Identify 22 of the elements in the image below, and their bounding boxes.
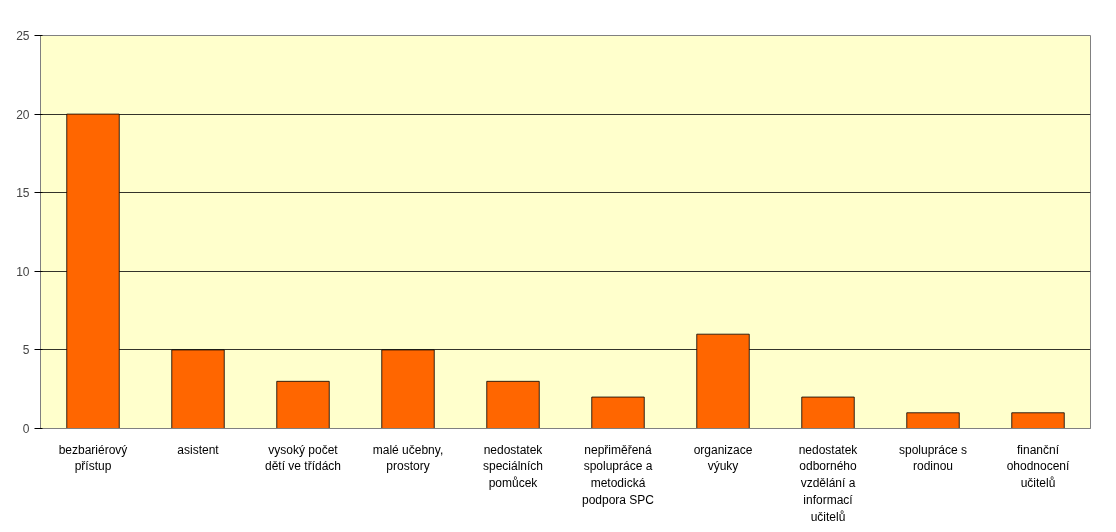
x-tick-label: bezbariérový přístup: [58, 442, 128, 474]
x-tick-label: nedostatek speciálních pomůcek: [482, 442, 544, 491]
x-tick-label: nedostatek odborného vzdělání a informací učitelů: [798, 442, 859, 524]
x-tick-label: spolupráce s rodinou: [898, 442, 968, 474]
x-tick-label: organizace výuky: [693, 442, 753, 474]
bar: [1011, 412, 1065, 429]
bar: [591, 396, 645, 429]
y-tick-label: 25: [16, 29, 30, 43]
bar: [801, 396, 855, 429]
y-tick-label: 5: [22, 343, 30, 358]
y-tick-label: 20: [16, 107, 30, 122]
bar: [906, 412, 960, 429]
x-tick-label: asistent: [177, 442, 220, 457]
y-tick-label: 10: [16, 264, 30, 279]
x-tick-label: malé učebny, prostory: [372, 442, 444, 474]
x-tick-label: nepřiměřená spolupráce a metodická podpora SPC: [581, 442, 655, 507]
bar: [276, 380, 330, 429]
x-tick-label: vysoký počet dětí ve třídách: [264, 442, 342, 474]
y-tick-label: 0: [22, 422, 30, 436]
bar: [486, 380, 540, 429]
y-tick-label: 15: [16, 186, 30, 201]
x-tick-label: finanční ohodnocení učitelů: [1006, 442, 1071, 491]
